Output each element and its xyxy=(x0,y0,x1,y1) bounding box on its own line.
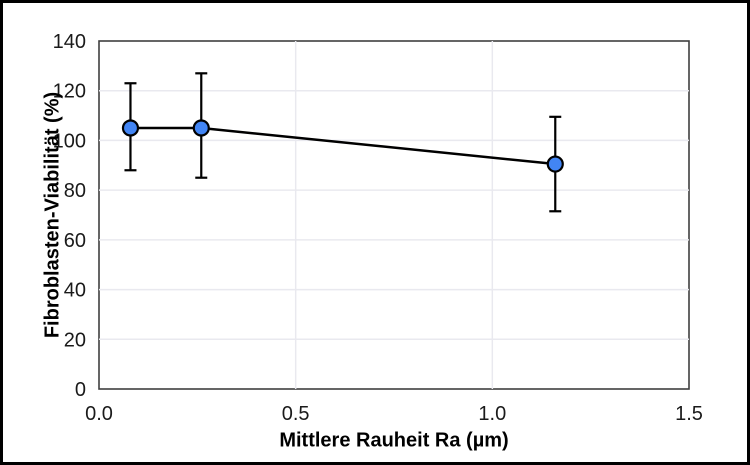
y-tick-label: 20 xyxy=(64,329,86,351)
y-tick-label: 140 xyxy=(53,31,86,53)
data-point-marker xyxy=(546,155,564,173)
data-point-marker xyxy=(121,119,140,137)
chart-plot-area: 0 20 40 60 80 100 120 140 0.0 0.5 1.0 1.5 xyxy=(53,31,703,425)
data-point-marker xyxy=(192,119,210,137)
y-tick-label: 100 xyxy=(53,130,86,152)
y-tick-label: 120 xyxy=(53,81,86,103)
x-axis-title: Mittlere Rauheit Ra (µm) xyxy=(279,429,509,452)
y-tick-label: 60 xyxy=(64,230,86,252)
x-tick-label: 0.0 xyxy=(85,403,113,425)
y-tick-label: 0 xyxy=(75,379,86,401)
x-tick-label: 1.0 xyxy=(478,403,506,425)
x-tick-label: 1.5 xyxy=(675,403,703,425)
x-tick-label: 0.5 xyxy=(282,403,310,425)
y-tick-label: 40 xyxy=(64,280,86,302)
y-axis-title: Fibroblasten-Viabilität (%) xyxy=(41,91,64,339)
plot-border xyxy=(98,40,690,390)
y-tick-label: 80 xyxy=(64,180,86,202)
